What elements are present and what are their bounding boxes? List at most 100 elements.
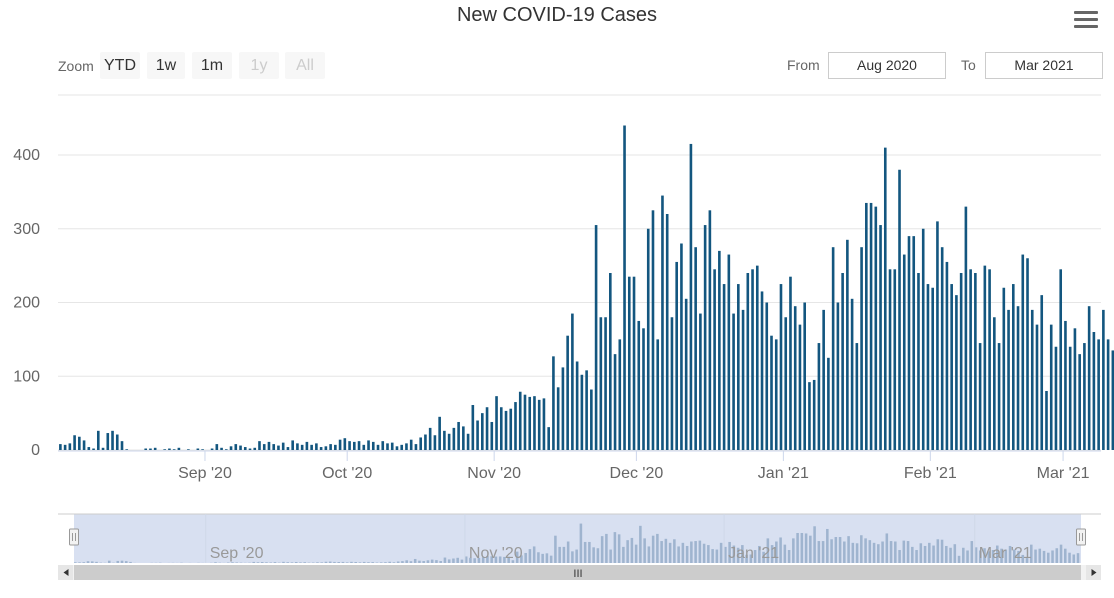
bar[interactable] bbox=[87, 447, 91, 450]
bar[interactable] bbox=[82, 440, 86, 450]
bar[interactable] bbox=[874, 206, 878, 451]
bar[interactable] bbox=[656, 339, 660, 451]
bar[interactable] bbox=[400, 444, 404, 450]
bar[interactable] bbox=[1002, 287, 1006, 450]
bar[interactable] bbox=[661, 195, 664, 450]
bar[interactable] bbox=[196, 448, 200, 450]
zoom-1y-button[interactable]: 1y bbox=[239, 52, 279, 79]
bar[interactable] bbox=[784, 317, 788, 450]
bar[interactable] bbox=[1040, 295, 1044, 451]
bar[interactable] bbox=[253, 447, 257, 450]
bar[interactable] bbox=[537, 399, 541, 450]
bar[interactable] bbox=[466, 433, 470, 450]
bar[interactable] bbox=[201, 449, 204, 450]
bar[interactable] bbox=[452, 427, 456, 451]
scrollbar-thumb[interactable] bbox=[74, 565, 1081, 580]
bar[interactable] bbox=[1102, 309, 1105, 451]
bar[interactable] bbox=[533, 396, 536, 450]
bar[interactable] bbox=[419, 437, 422, 450]
bar[interactable] bbox=[1068, 346, 1072, 450]
bar[interactable] bbox=[277, 445, 280, 450]
bar[interactable] bbox=[319, 447, 323, 450]
bar[interactable] bbox=[310, 444, 313, 450]
bar[interactable] bbox=[343, 438, 347, 450]
bar[interactable] bbox=[993, 317, 996, 450]
bar[interactable] bbox=[115, 434, 119, 450]
bar[interactable] bbox=[580, 374, 584, 450]
bar[interactable] bbox=[1021, 254, 1025, 450]
bar[interactable] bbox=[741, 309, 745, 451]
bar[interactable] bbox=[315, 443, 318, 450]
bar[interactable] bbox=[561, 367, 565, 450]
bar[interactable] bbox=[860, 247, 863, 450]
bar[interactable] bbox=[699, 313, 702, 450]
bar[interactable] bbox=[243, 447, 247, 450]
bar[interactable] bbox=[831, 247, 835, 450]
bar[interactable] bbox=[481, 413, 484, 451]
bar[interactable] bbox=[959, 273, 963, 450]
bar[interactable] bbox=[63, 444, 67, 450]
bar[interactable] bbox=[504, 410, 508, 450]
bar[interactable] bbox=[955, 295, 958, 451]
bar[interactable] bbox=[120, 441, 124, 450]
bar[interactable] bbox=[1045, 391, 1048, 450]
bar[interactable] bbox=[476, 420, 479, 451]
bar[interactable] bbox=[675, 261, 678, 450]
bar[interactable] bbox=[291, 440, 294, 450]
bar[interactable] bbox=[827, 357, 830, 450]
bar[interactable] bbox=[1049, 324, 1053, 451]
bar[interactable] bbox=[770, 335, 773, 450]
bar[interactable] bbox=[1106, 339, 1110, 451]
bar[interactable] bbox=[329, 444, 332, 450]
bar[interactable] bbox=[59, 444, 62, 450]
bar[interactable] bbox=[789, 276, 792, 450]
bar[interactable] bbox=[846, 239, 849, 450]
bar[interactable] bbox=[1059, 269, 1063, 450]
zoom-1w-button[interactable]: 1w bbox=[147, 52, 185, 79]
bar[interactable] bbox=[106, 433, 110, 450]
bar[interactable] bbox=[443, 430, 446, 450]
bar[interactable] bbox=[149, 448, 152, 450]
bar[interactable] bbox=[438, 416, 441, 450]
bar[interactable] bbox=[395, 446, 399, 450]
bar[interactable] bbox=[751, 269, 754, 450]
bar[interactable] bbox=[239, 445, 242, 450]
bar[interactable] bbox=[471, 405, 475, 450]
bar[interactable] bbox=[348, 441, 351, 450]
bar[interactable] bbox=[248, 448, 252, 450]
bar[interactable] bbox=[485, 407, 489, 450]
bar[interactable] bbox=[125, 449, 129, 450]
bar[interactable] bbox=[974, 273, 977, 450]
bar[interactable] bbox=[888, 269, 892, 450]
bar[interactable] bbox=[433, 435, 437, 450]
bar[interactable] bbox=[357, 441, 361, 450]
bar[interactable] bbox=[177, 447, 181, 450]
bar[interactable] bbox=[651, 210, 655, 450]
bar[interactable] bbox=[1054, 346, 1058, 450]
bar[interactable] bbox=[523, 394, 527, 450]
bar[interactable] bbox=[737, 284, 740, 450]
bar[interactable] bbox=[296, 443, 299, 450]
bar[interactable] bbox=[755, 265, 759, 451]
bar[interactable] bbox=[599, 317, 603, 450]
bar[interactable] bbox=[798, 324, 802, 451]
bar[interactable] bbox=[590, 389, 593, 450]
bar[interactable] bbox=[964, 206, 968, 451]
range-to-input[interactable]: Mar 2021 bbox=[985, 52, 1103, 79]
bar[interactable] bbox=[718, 250, 721, 451]
bar[interactable] bbox=[680, 243, 683, 451]
bar[interactable] bbox=[969, 269, 972, 450]
bar[interactable] bbox=[585, 370, 588, 450]
bar[interactable] bbox=[793, 306, 797, 450]
bar[interactable] bbox=[613, 354, 617, 451]
bar[interactable] bbox=[703, 225, 707, 450]
bar[interactable] bbox=[774, 339, 778, 451]
bar[interactable] bbox=[371, 441, 375, 450]
bar[interactable] bbox=[632, 276, 636, 450]
bar[interactable] bbox=[1073, 328, 1077, 450]
bar[interactable] bbox=[462, 426, 465, 450]
bar[interactable] bbox=[950, 284, 953, 450]
bar[interactable] bbox=[623, 125, 626, 451]
bar[interactable] bbox=[324, 446, 328, 450]
bar[interactable] bbox=[665, 214, 669, 450]
